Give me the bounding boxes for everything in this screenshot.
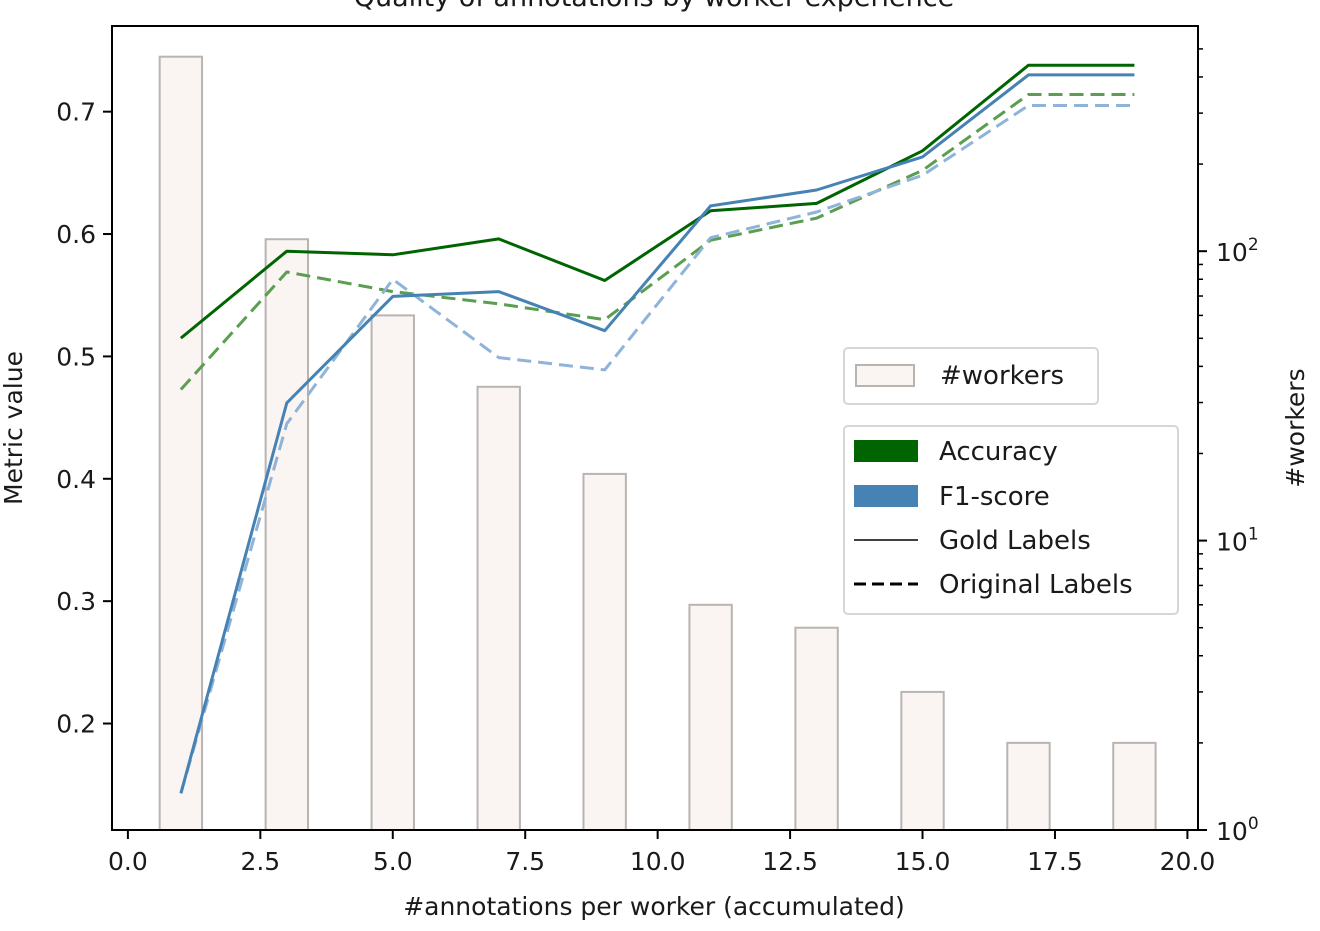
x-tick-label: 0.0: [108, 847, 148, 876]
y-tick-label: 0.4: [56, 465, 96, 494]
workers-legend-label: #workers: [940, 361, 1064, 391]
y-tick-label: 0.5: [56, 342, 96, 371]
workers-legend-swatch: [855, 364, 915, 387]
workers-bar: [582, 472, 627, 831]
axes-layer: 0.0 2.5 5.0 7.5 10.0 12.5 15.0 17.5 20.0 0.2 0.3 0.…: [56, 25, 1259, 876]
y-tick-label: 0.2: [56, 710, 96, 739]
x-tick-label: 7.5: [505, 847, 545, 876]
x-tick-label: 12.5: [762, 847, 818, 876]
workers-bar: [370, 314, 415, 832]
lines-legend-label: F1-score: [939, 482, 1050, 512]
bars-layer: [158, 55, 1157, 832]
workers-bar: [158, 55, 204, 832]
y-tick-label: 0.7: [56, 98, 96, 127]
y-tick-label: 0.3: [56, 587, 96, 616]
f1-gold-line: [179, 73, 1135, 794]
y2-tick-label: 102: [1216, 235, 1259, 267]
x-tick-label: 2.5: [240, 847, 280, 876]
x-axis-label: #annotations per worker (accumulated): [403, 892, 905, 921]
legend-layer: #workers Accuracy F1-score Gold Labels Origi…: [843, 347, 1179, 615]
accuracy-gold-line: [179, 63, 1135, 340]
x-tick-label: 20.0: [1160, 847, 1216, 876]
x-tick-label: 5.0: [373, 847, 413, 876]
lines-legend-label: Original Labels: [939, 570, 1133, 600]
lines-legend-label: Accuracy: [939, 437, 1058, 467]
y-tick-label: 0.6: [56, 220, 96, 249]
workers-legend-box: [843, 347, 1099, 405]
workers-bar: [476, 385, 521, 831]
workers-bar: [1006, 741, 1051, 831]
workers-bar: [688, 603, 733, 831]
chart-title: Quality of annotations by worker experie…: [354, 0, 954, 13]
workers-bar: [264, 238, 310, 831]
f1-legend-swatch: [854, 485, 918, 507]
y-axis-label: Metric value: [0, 351, 28, 505]
lines-legend-label: Gold Labels: [939, 526, 1091, 556]
plot-frame: [111, 25, 1199, 831]
workers-bar: [794, 626, 839, 832]
workers-bar: [900, 690, 945, 831]
x-tick-label: 15.0: [895, 847, 951, 876]
lines-legend-box: [843, 425, 1179, 615]
y2-tick-label: 100: [1216, 814, 1259, 846]
y2-axis-label: #workers: [1281, 368, 1310, 487]
accuracy-legend-swatch: [854, 440, 918, 462]
x-tick-label: 17.5: [1027, 847, 1083, 876]
lines-layer: [179, 63, 1135, 794]
x-tick-label: 10.0: [630, 847, 686, 876]
workers-bar: [1112, 741, 1157, 831]
y2-tick-label: 101: [1216, 525, 1259, 557]
accuracy-original-line: [179, 93, 1135, 391]
